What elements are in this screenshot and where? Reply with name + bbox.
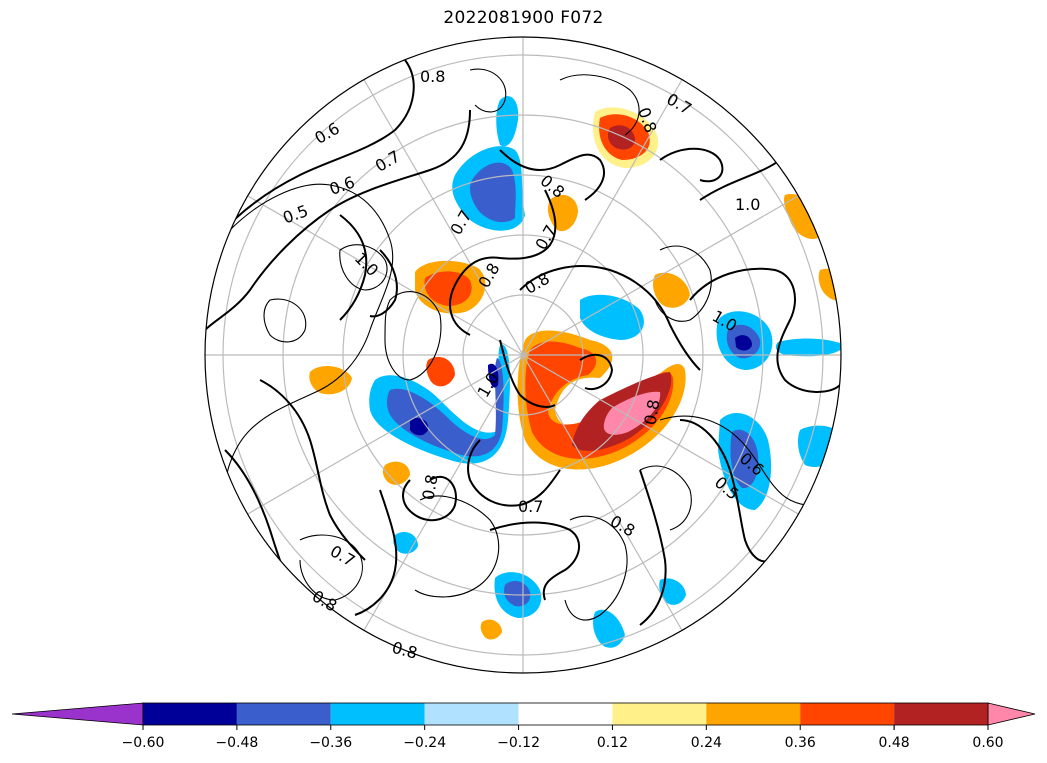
- anomaly-orange-southwest: [382, 461, 410, 485]
- coastline-hudson-bay: [263, 298, 307, 343]
- anomaly-blue-south-3: [659, 578, 686, 605]
- anomaly-blue-southeast-2: [797, 425, 841, 467]
- coastline-central-asia: [639, 465, 692, 531]
- colorbar-bin: [330, 703, 425, 725]
- anomaly-blue-south-core: [504, 580, 531, 607]
- contours: [205, 59, 841, 626]
- anomaly-navy-east: [735, 335, 752, 351]
- map-disc-contents: [205, 37, 841, 673]
- colorbar-bin: [236, 703, 331, 725]
- coastline-east-asia: [654, 245, 712, 322]
- contour-line: [659, 147, 724, 183]
- colorbar-tick-label: −0.36: [309, 735, 352, 751]
- colorbar-bin: [424, 703, 519, 725]
- colorbar-tick-label: 0.24: [691, 735, 722, 751]
- contour-line: [499, 339, 556, 408]
- contour-line: [579, 353, 614, 390]
- contour-line: [354, 489, 398, 616]
- anomaly-navy-center-2: [488, 363, 499, 388]
- anomaly-blue-plume: [496, 96, 519, 147]
- map-title: 2022081900 F072: [443, 8, 604, 28]
- coastline-kamchatka: [469, 68, 507, 113]
- contour-line: [519, 265, 701, 371]
- colorbar: −0.60 −0.48 −0.36 −0.24 −0.12 0.12 0.24 0.36 0.4…: [11, 702, 1036, 751]
- contour-line: [679, 419, 771, 563]
- anomaly-red-west-small: [426, 356, 455, 387]
- anomaly-blue-south-2: [593, 609, 625, 648]
- contour-label: 0.8: [418, 473, 441, 501]
- contour-label: 0.7: [518, 497, 543, 516]
- coastline-north-america: [224, 183, 394, 491]
- anomaly-red-west-core: [424, 271, 472, 306]
- contour-label: 0.8: [640, 398, 663, 426]
- graticule: [205, 37, 841, 673]
- colorbar-bin: [143, 703, 237, 725]
- colorbar-tick-label: 0.36: [785, 735, 816, 751]
- contour-line: [369, 249, 398, 318]
- anomaly-orange-east-3: [653, 272, 690, 308]
- coastline-alaska: [559, 74, 640, 136]
- colorbar-tick-label: 0.12: [597, 735, 628, 751]
- colorbar-tick-label: 0.60: [972, 735, 1003, 751]
- coastline-scandinavia: [564, 515, 628, 621]
- contour-line: [467, 439, 561, 507]
- anomaly-blue-center: [369, 344, 510, 464]
- anomaly-blue-east-upper: [580, 294, 644, 340]
- colorbar-under-arrow: [11, 702, 144, 726]
- contour-label: 1.0: [735, 195, 760, 214]
- contour-line: [402, 475, 457, 522]
- contour-line: [214, 59, 415, 241]
- anomaly-red-north-core: [608, 125, 636, 150]
- anomaly-orange-south: [480, 619, 502, 640]
- anomaly-blue-southeast-core: [730, 429, 759, 489]
- map-boundary: [204, 36, 842, 674]
- anomaly-blue-north-core: [470, 162, 516, 223]
- contour-line: [489, 521, 580, 601]
- colorbar-tick-label: −0.48: [215, 735, 258, 751]
- colorbar-tick-label: −0.60: [122, 735, 165, 751]
- colorbar-bin: [518, 703, 613, 725]
- contour-line: [689, 267, 841, 393]
- coastline-europe: [414, 495, 500, 598]
- contour-line: [205, 109, 471, 331]
- coastline-greenland: [384, 291, 442, 381]
- colorbar-bin: [894, 703, 988, 725]
- contour-line: [339, 214, 368, 321]
- contour-label: 0.8: [420, 67, 445, 86]
- anomaly-orange-west: [309, 366, 352, 395]
- anomaly-pink-max: [603, 391, 661, 435]
- colorbar-bin: [706, 703, 801, 725]
- colorbar-over-arrow: [987, 702, 1036, 726]
- contour-line: [449, 189, 557, 336]
- colorbar-frame: [142, 702, 989, 726]
- colorbar-bin: [612, 703, 707, 725]
- contour-line: [639, 469, 667, 626]
- contour-line: [259, 379, 366, 561]
- coastline-mediterranean: [299, 534, 363, 601]
- colorbar-tick-label: 0.48: [879, 735, 910, 751]
- colorbar-tick-label: −0.12: [497, 735, 540, 751]
- contour-line: [499, 149, 605, 201]
- anomaly-blue-east-tail: [775, 338, 841, 357]
- colorbar-bin: [800, 703, 895, 725]
- colorbar-tick-label: −0.24: [403, 735, 446, 751]
